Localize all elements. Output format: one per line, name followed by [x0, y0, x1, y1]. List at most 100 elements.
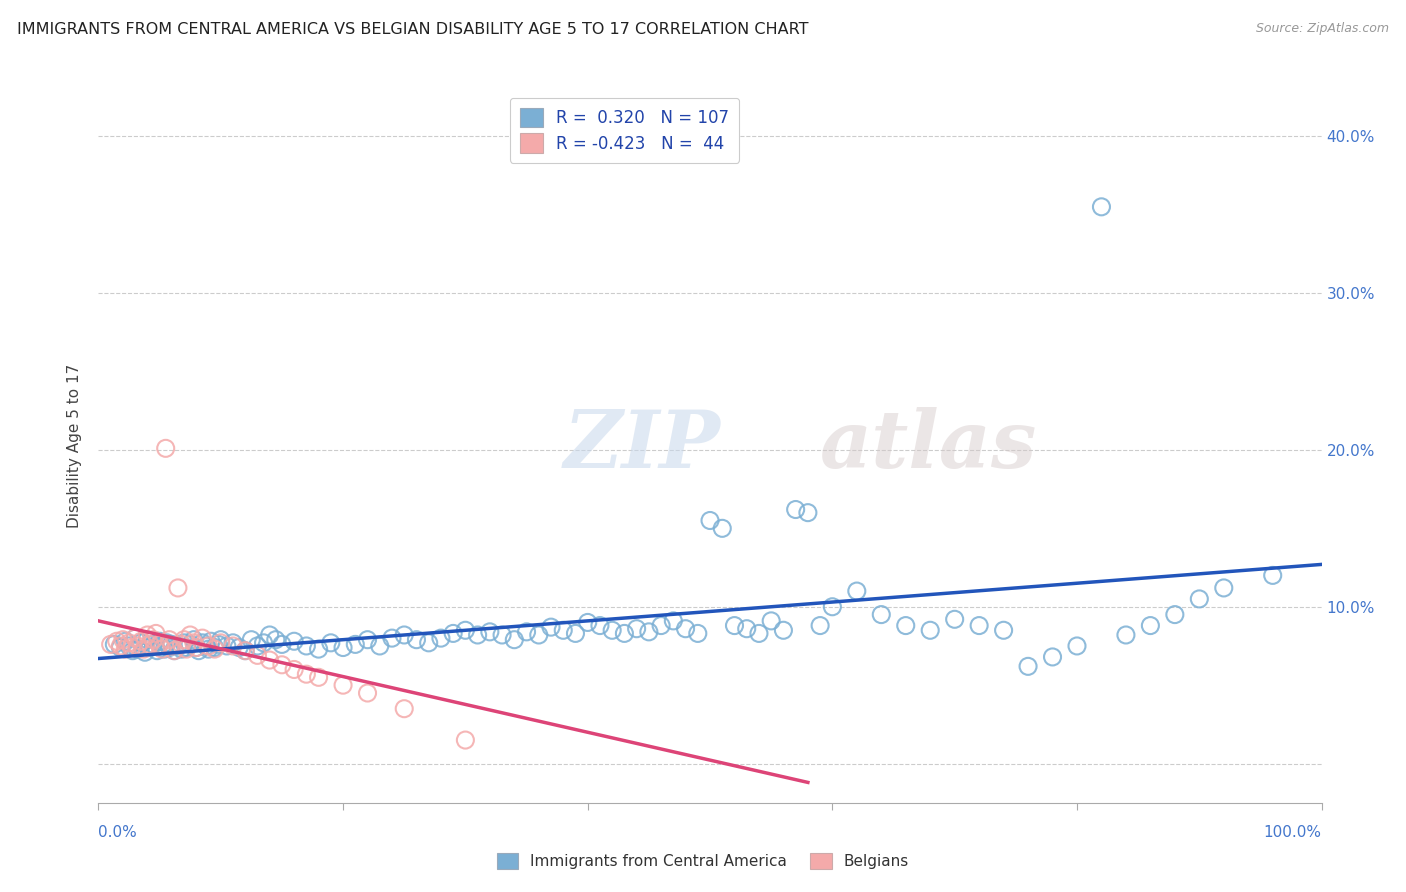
Point: [576, 615, 599, 630]
Point: [1188, 591, 1211, 606]
Point: [149, 634, 172, 648]
Point: [808, 618, 831, 632]
Point: [920, 624, 942, 638]
Point: [129, 634, 152, 648]
Point: [209, 632, 232, 647]
Point: [204, 640, 226, 655]
Point: [332, 678, 354, 692]
Point: [785, 502, 807, 516]
Point: [170, 642, 193, 657]
Point: [124, 631, 146, 645]
Point: [163, 643, 186, 657]
Point: [1066, 639, 1088, 653]
Point: [207, 637, 229, 651]
Point: [139, 640, 162, 655]
Point: [454, 733, 477, 747]
Point: [228, 640, 250, 655]
Point: [356, 632, 378, 647]
Point: [264, 632, 287, 647]
Point: [186, 640, 208, 655]
Point: [1042, 649, 1064, 664]
Point: [967, 618, 990, 632]
Point: [191, 631, 214, 645]
Point: [173, 636, 195, 650]
Point: [515, 624, 537, 639]
Point: [626, 622, 648, 636]
Point: [187, 643, 209, 657]
Point: [686, 626, 709, 640]
Point: [356, 686, 378, 700]
Point: [467, 628, 489, 642]
Point: [454, 624, 477, 638]
Point: [127, 642, 149, 657]
Point: [675, 622, 697, 636]
Point: [491, 628, 513, 642]
Text: IMMIGRANTS FROM CENTRAL AMERICA VS BELGIAN DISABILITY AGE 5 TO 17 CORRELATION CH: IMMIGRANTS FROM CENTRAL AMERICA VS BELGI…: [17, 22, 808, 37]
Point: [127, 639, 149, 653]
Point: [136, 628, 159, 642]
Point: [589, 618, 612, 632]
Point: [149, 637, 172, 651]
Point: [157, 632, 180, 647]
Point: [240, 632, 263, 647]
Point: [662, 614, 685, 628]
Point: [157, 640, 180, 655]
Point: [110, 640, 132, 655]
Point: [553, 624, 575, 638]
Point: [114, 634, 136, 648]
Point: [821, 599, 844, 614]
Point: [650, 618, 672, 632]
Point: [259, 628, 281, 642]
Y-axis label: Disability Age 5 to 17: Disability Age 5 to 17: [67, 364, 83, 528]
Point: [167, 581, 190, 595]
Point: [120, 640, 142, 655]
Point: [118, 639, 141, 653]
Point: [270, 637, 294, 651]
Point: [441, 626, 464, 640]
Point: [392, 628, 416, 642]
Point: [368, 639, 391, 653]
Point: [100, 637, 122, 651]
Point: [735, 622, 758, 636]
Point: [319, 636, 342, 650]
Point: [170, 637, 193, 651]
Point: [176, 640, 198, 655]
Point: [748, 626, 770, 640]
Point: [103, 637, 125, 651]
Point: [209, 636, 232, 650]
Text: 100.0%: 100.0%: [1264, 825, 1322, 840]
Point: [699, 514, 721, 528]
Point: [503, 632, 526, 647]
Point: [222, 636, 245, 650]
Text: Source: ZipAtlas.com: Source: ZipAtlas.com: [1256, 22, 1389, 36]
Point: [1261, 568, 1284, 582]
Point: [197, 639, 219, 653]
Point: [183, 636, 205, 650]
Point: [332, 640, 354, 655]
Point: [638, 624, 661, 639]
Point: [183, 632, 205, 647]
Point: [405, 632, 427, 647]
Point: [153, 642, 176, 657]
Point: [711, 521, 734, 535]
Point: [564, 626, 586, 640]
Point: [129, 636, 152, 650]
Point: [943, 612, 966, 626]
Point: [142, 637, 165, 651]
Point: [392, 702, 416, 716]
Point: [308, 670, 330, 684]
Point: [418, 636, 440, 650]
Point: [270, 657, 294, 672]
Point: [121, 643, 143, 657]
Point: [478, 624, 501, 639]
Point: [613, 626, 636, 640]
Point: [134, 645, 156, 659]
Point: [1164, 607, 1187, 622]
Point: [1212, 581, 1234, 595]
Point: [527, 628, 550, 642]
Point: [118, 636, 141, 650]
Point: [114, 642, 136, 657]
Point: [179, 637, 201, 651]
Point: [761, 614, 783, 628]
Point: [1017, 659, 1039, 673]
